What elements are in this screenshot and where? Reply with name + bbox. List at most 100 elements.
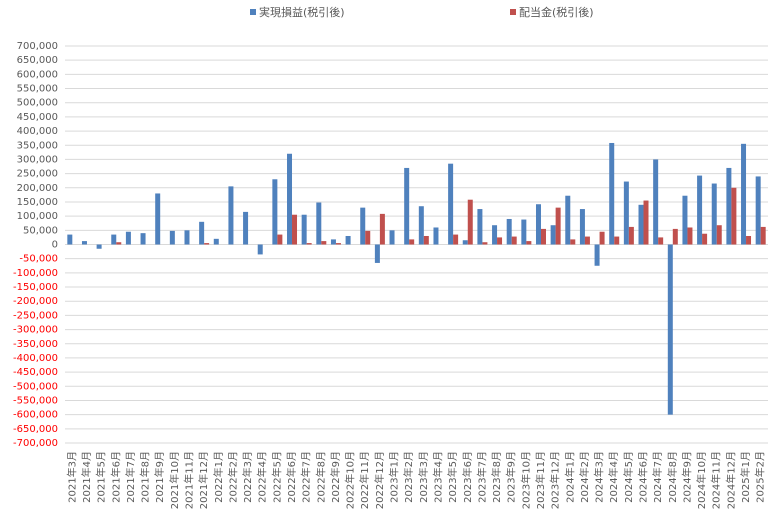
bar xyxy=(658,237,664,245)
bar xyxy=(169,230,175,245)
y-tick-label: -600,000 xyxy=(13,410,58,421)
y-tick-label: 200,000 xyxy=(17,183,58,194)
y-tick-label: -50,000 xyxy=(19,254,58,265)
y-tick-label: -100,000 xyxy=(13,268,58,279)
bar xyxy=(409,239,415,245)
x-tick-label: 2022年2月 xyxy=(226,451,239,503)
bar xyxy=(477,209,483,245)
y-tick-label: -450,000 xyxy=(13,367,58,378)
bar xyxy=(497,237,503,245)
bar xyxy=(96,244,102,249)
bar xyxy=(565,195,571,245)
bar xyxy=(335,243,341,245)
x-tick-label: 2021年3月 xyxy=(65,451,78,503)
bar xyxy=(365,230,371,245)
bar xyxy=(184,230,190,245)
bar xyxy=(140,233,146,245)
x-tick-label: 2021年6月 xyxy=(109,451,122,503)
bar xyxy=(579,209,585,245)
y-tick-label: 700,000 xyxy=(17,41,58,52)
bar xyxy=(360,207,366,245)
bar xyxy=(125,231,131,245)
legend-marker xyxy=(510,9,516,15)
x-tick-label: 2024年9月 xyxy=(680,451,693,503)
x-tick-label: 2021年8月 xyxy=(139,451,152,503)
bar xyxy=(570,239,576,245)
y-tick-label: 550,000 xyxy=(17,84,58,95)
x-tick-label: 2024年2月 xyxy=(578,451,591,503)
bar xyxy=(653,159,659,245)
bar xyxy=(760,226,766,245)
bar xyxy=(687,227,693,245)
bar xyxy=(306,243,312,245)
bar xyxy=(321,241,327,245)
bar xyxy=(448,163,454,245)
bar xyxy=(277,234,283,245)
y-tick-label: 650,000 xyxy=(17,55,58,66)
y-tick-label: 50,000 xyxy=(23,225,58,236)
bar xyxy=(257,244,263,255)
bar xyxy=(467,199,473,245)
y-tick-label: -700,000 xyxy=(13,438,58,449)
x-tick-label: 2021年12月 xyxy=(197,451,210,509)
x-tick-label: 2023年10月 xyxy=(519,451,532,509)
x-tick-label: 2022年7月 xyxy=(300,451,313,503)
legend-label: 実現損益(税引後) xyxy=(259,5,345,19)
x-tick-label: 2021年5月 xyxy=(95,451,108,503)
bar xyxy=(628,226,634,245)
x-tick-label: 2022年6月 xyxy=(285,451,298,503)
bar xyxy=(301,214,307,245)
bar xyxy=(433,227,439,245)
bar xyxy=(672,228,678,245)
y-tick-label: -650,000 xyxy=(13,424,58,435)
bar xyxy=(81,241,87,245)
bar xyxy=(614,236,620,245)
x-tick-label: 2021年4月 xyxy=(80,451,93,503)
bar xyxy=(213,238,219,245)
x-tick-label: 2023年5月 xyxy=(446,451,459,503)
x-tick-label: 2022年11月 xyxy=(358,451,371,509)
x-tick-label: 2021年10月 xyxy=(168,451,181,509)
bar xyxy=(482,242,488,245)
bar xyxy=(287,153,293,245)
bar xyxy=(316,202,322,245)
bar xyxy=(453,234,459,245)
y-tick-label: 600,000 xyxy=(17,69,58,80)
bar xyxy=(492,225,498,245)
y-tick-label: 400,000 xyxy=(17,126,58,137)
x-tick-label: 2024年7月 xyxy=(651,451,664,503)
x-tick-label: 2022年12月 xyxy=(373,451,386,509)
x-tick-label: 2024年10月 xyxy=(695,451,708,509)
bar xyxy=(389,230,395,245)
bar xyxy=(741,143,747,245)
bar xyxy=(746,235,752,245)
y-tick-label: 250,000 xyxy=(17,169,58,180)
y-tick-label: 500,000 xyxy=(17,98,58,109)
bar xyxy=(418,206,424,245)
legend-marker xyxy=(250,9,256,15)
y-tick-label: -150,000 xyxy=(13,282,58,293)
bar xyxy=(379,213,385,245)
y-tick-label: -550,000 xyxy=(13,395,58,406)
bar xyxy=(623,181,629,245)
bar xyxy=(526,241,532,245)
x-tick-label: 2024年12月 xyxy=(724,451,737,509)
bar xyxy=(731,187,737,245)
bar xyxy=(550,225,556,245)
bar xyxy=(345,235,351,245)
bar xyxy=(697,175,703,245)
y-tick-label: 350,000 xyxy=(17,140,58,151)
bar xyxy=(199,221,205,245)
bar xyxy=(726,167,732,245)
bar xyxy=(155,193,161,245)
legend-label: 配当金(税引後) xyxy=(519,5,594,19)
y-tick-label: -350,000 xyxy=(13,339,58,350)
y-tick-label: 300,000 xyxy=(17,154,58,165)
bar xyxy=(404,167,410,245)
y-tick-label: 100,000 xyxy=(17,211,58,222)
bar xyxy=(511,236,517,245)
bar xyxy=(535,204,541,245)
bar xyxy=(521,219,527,245)
x-tick-label: 2021年11月 xyxy=(182,451,195,509)
